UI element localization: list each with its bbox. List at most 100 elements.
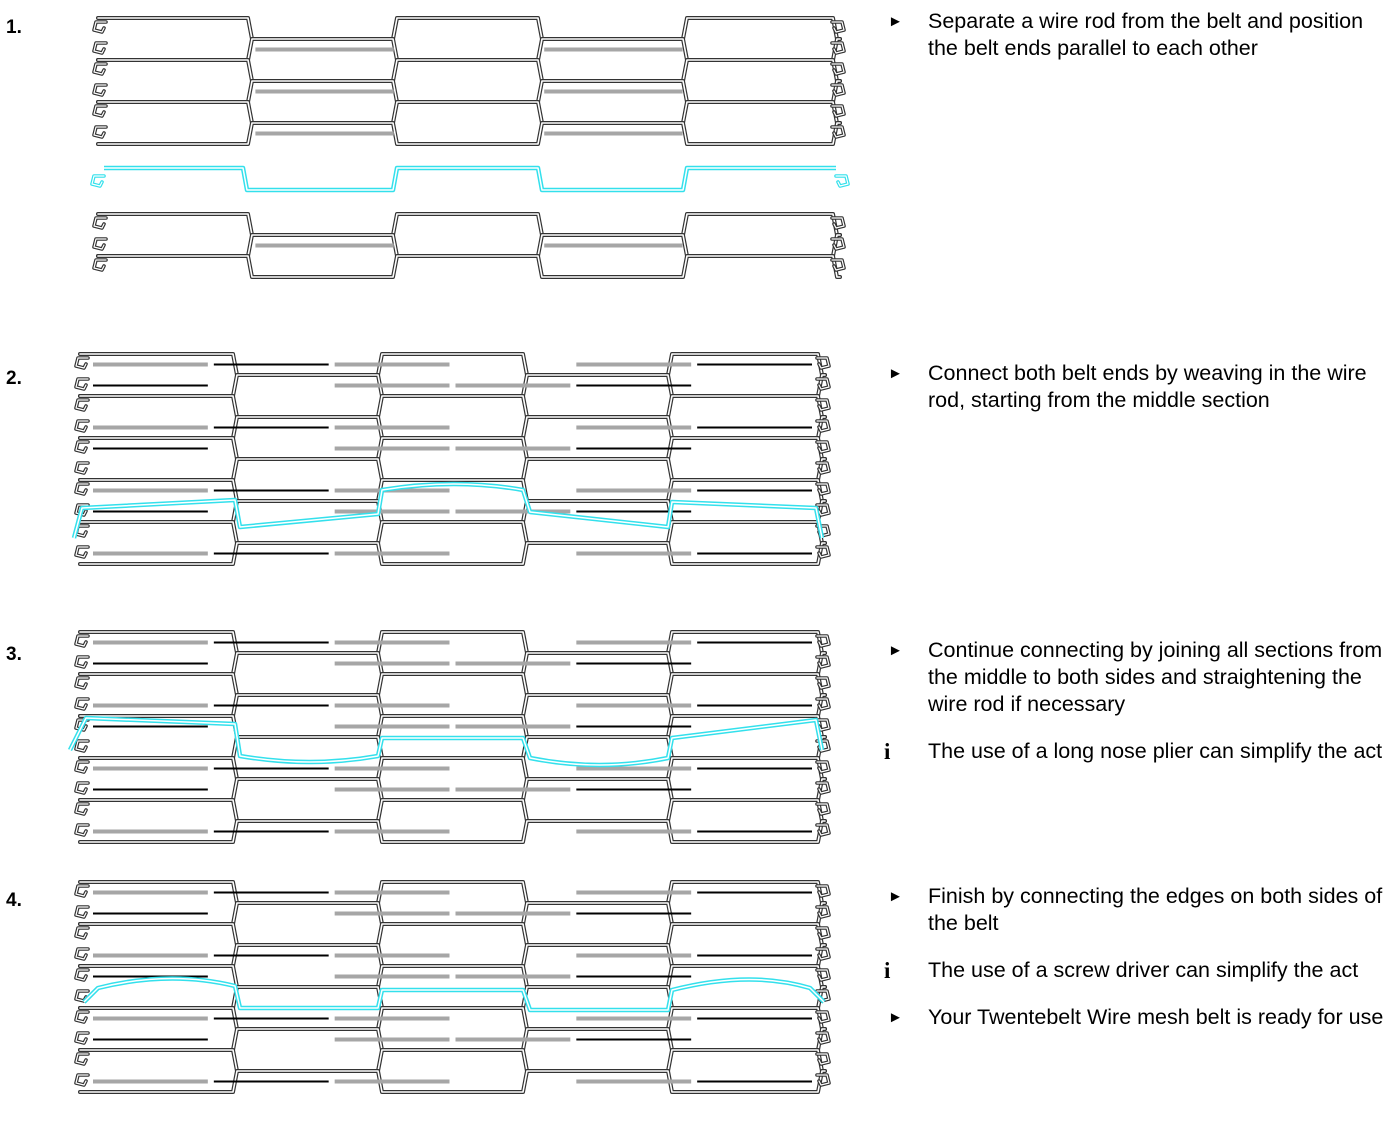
end-hook-core [75, 885, 89, 897]
joining-rod-core [104, 167, 836, 191]
wire-rod [96, 58, 842, 83]
wire-rod-core [97, 59, 841, 82]
joining-rod-core [73, 483, 823, 539]
end-hook-core [75, 677, 89, 689]
end-hook-core [75, 824, 89, 836]
end-hook-core [816, 906, 830, 918]
wire-rod [96, 254, 842, 279]
end-hook-core [831, 217, 845, 229]
wire-rod [78, 1048, 827, 1073]
separated-wire-rod [90, 165, 850, 193]
end-hook-core [75, 803, 89, 815]
end-hook-core [816, 546, 830, 558]
end-hook-core [93, 217, 107, 229]
end-hook-core [831, 238, 845, 250]
info-icon: i [884, 739, 891, 764]
joining-rod-core [83, 977, 825, 1011]
end-hook-core [816, 698, 830, 710]
end-hook-core [75, 635, 89, 647]
end-hook-core [831, 259, 845, 271]
wire-rod [96, 16, 842, 41]
wire-rod-core [79, 1049, 826, 1072]
instruction-list: ► Finish by connecting the edges on both… [884, 883, 1389, 1051]
wire-rod-core [97, 234, 841, 257]
instruction-item: ► Separate a wire rod from the belt and … [884, 8, 1389, 62]
instruction-text: Connect both belt ends by weaving in the… [928, 361, 1367, 412]
wire-rod-core [79, 458, 826, 481]
end-hook-core [75, 1053, 89, 1065]
wire-rod [78, 520, 827, 545]
instruction-text: Your Twentebelt Wire mesh belt is ready … [928, 1005, 1384, 1029]
end-hook-core [75, 504, 89, 516]
belt-section [92, 212, 846, 279]
end-hook-core [75, 656, 89, 668]
wire-rod-core [79, 395, 826, 418]
instruction-item: i The use of a screw driver can simplify… [884, 957, 1389, 984]
wire-rod [96, 37, 842, 62]
end-hook-core [75, 441, 89, 453]
wire-rod-core [97, 101, 841, 124]
belt-drawing [74, 880, 831, 1094]
end-hook-core [816, 1032, 830, 1044]
wire-rod-core [79, 416, 826, 439]
end-hook-core [831, 84, 845, 96]
belt-section [74, 880, 831, 1094]
end-hook-core [75, 357, 89, 369]
end-hook-core [93, 259, 107, 271]
wire-rod-core [79, 923, 826, 946]
wire-rod [96, 233, 842, 258]
joining-wire-rod [71, 481, 825, 539]
end-hook-core [816, 927, 830, 939]
joining-wire-rod [67, 715, 825, 768]
wire-rod-core [97, 213, 841, 236]
end-hook-core [75, 719, 89, 731]
wire-rod-core [97, 38, 841, 61]
end-hook-core [816, 635, 830, 647]
instruction-text: The use of a long nose plier can simplif… [928, 739, 1383, 763]
step-number: 2. [6, 368, 22, 389]
end-hook-core [831, 105, 845, 117]
step-number: 1. [6, 17, 22, 38]
wire-rod-core [79, 944, 826, 967]
end-hook-core [816, 1074, 830, 1086]
instruction-text: The use of a screw driver can simplify t… [928, 958, 1359, 982]
end-hook-core [93, 126, 107, 138]
arrow-icon: ► [888, 1009, 903, 1026]
wire-rod [78, 798, 827, 823]
arrow-icon: ► [888, 888, 903, 905]
end-hook-core [93, 105, 107, 117]
end-hook-core [93, 42, 107, 54]
belt-drawing [90, 16, 850, 279]
instruction-item: i The use of a long nose plier can simpl… [884, 738, 1389, 765]
end-hook-core [816, 441, 830, 453]
end-hook-core [75, 906, 89, 918]
wire-rod-core [79, 694, 826, 717]
end-hook-core [816, 399, 830, 411]
end-hook-core [816, 719, 830, 731]
end-hook-core [816, 969, 830, 981]
belt-diagram-step-2 [60, 350, 860, 582]
end-hook-core [816, 948, 830, 960]
end-hook-core [75, 948, 89, 960]
end-hook-core [93, 238, 107, 250]
end-hook-core [75, 1074, 89, 1086]
end-hook-core [816, 357, 830, 369]
end-hook-core [75, 782, 89, 794]
arrow-icon: ► [888, 365, 903, 382]
belt-section [74, 352, 831, 566]
end-hook-core [816, 885, 830, 897]
wire-rod [78, 922, 827, 947]
end-hook-core [816, 462, 830, 474]
end-hook-core [831, 42, 845, 54]
end-hook-core [75, 378, 89, 390]
end-hook-core [75, 1032, 89, 1044]
end-hook-core [75, 698, 89, 710]
instruction-text: Finish by connecting the edges on both s… [928, 884, 1383, 935]
end-hook-core [75, 399, 89, 411]
instruction-text: Continue connecting by joining all secti… [928, 638, 1383, 716]
instruction-item: ► Finish by connecting the edges on both… [884, 883, 1389, 937]
belt-drawing [67, 630, 831, 844]
instruction-item: ► Connect both belt ends by weaving in t… [884, 360, 1389, 414]
arrow-icon: ► [888, 642, 903, 659]
end-hook-core [93, 63, 107, 75]
